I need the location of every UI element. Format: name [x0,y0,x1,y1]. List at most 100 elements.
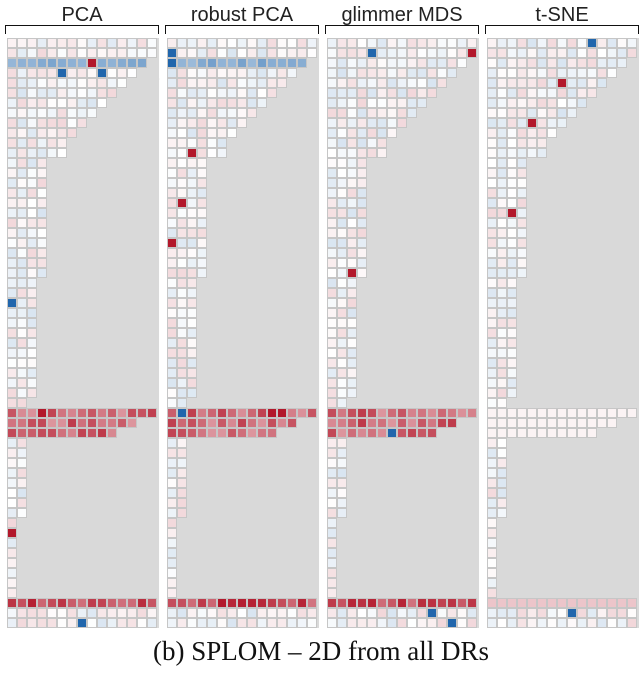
heatmap-cell [527,428,537,438]
heatmap-cell [127,58,137,68]
heatmap-cell [217,138,227,148]
heatmap-cell [7,268,17,278]
heatmap-cell [337,378,347,388]
heatmap-cell [487,138,497,148]
heatmap-cell [447,608,457,618]
heatmap-cell [367,418,377,428]
heatmap-cell [297,618,307,628]
heatmap-cell [27,298,37,308]
heatmap-cell [187,208,197,218]
heatmap-cell [37,108,47,118]
heatmap-cell [567,58,577,68]
heatmap-cell [167,508,177,518]
heatmap-cell [287,58,297,68]
heatmap-cell [337,318,347,328]
heatmap-cell [357,418,367,428]
heatmap-cell [537,38,547,48]
heatmap-cell [187,148,197,158]
heatmap-cell [547,408,557,418]
heatmap-cell [547,608,557,618]
heatmap-cell [97,58,107,68]
heatmap-cell [7,338,17,348]
heatmap-cell [387,78,397,88]
heatmap-cell [287,418,297,428]
heatmap-cell [97,78,107,88]
heatmap-cell [47,138,57,148]
heatmap-cell [487,218,497,228]
heatmap-cell [617,38,627,48]
heatmap-cell [337,498,347,508]
heatmap-cell [417,78,427,88]
heatmap-cell [117,608,127,618]
heatmap-cell [347,68,357,78]
heatmap-cell [187,198,197,208]
heatmap-cell [177,348,187,358]
heatmap-cell [187,268,197,278]
heatmap-cell [547,618,557,628]
heatmap-cell [377,118,387,128]
heatmap-cell [137,598,147,608]
heatmap-cell [527,98,537,108]
heatmap-cell [407,408,417,418]
heatmap-cell [247,98,257,108]
heatmap-cell [167,318,177,328]
heatmap-cell [337,138,347,148]
heatmap-cell [27,338,37,348]
heatmap-cell [117,618,127,628]
heatmap-cell [357,68,367,78]
heatmap-cell [67,408,77,418]
heatmap-cell [417,68,427,78]
heatmap-cell [7,198,17,208]
heatmap-cell [177,118,187,128]
heatmap-cell [67,418,77,428]
heatmap-cell [497,368,507,378]
heatmap-cell [507,378,517,388]
heatmap-cell [437,618,447,628]
heatmap-cell [77,428,87,438]
heatmap-cell [117,598,127,608]
heatmap-cell [257,68,267,78]
heatmap-cell [357,248,367,258]
heatmap-cell [507,38,517,48]
heatmap-cell [197,258,207,268]
heatmap-cell [177,138,187,148]
heatmap-cell [517,38,527,48]
heatmap-cell [527,608,537,618]
heatmap-cell [47,78,57,88]
heatmap-cell [487,478,497,488]
heatmap-cell [257,58,267,68]
heatmap-cell [507,428,517,438]
heatmap-cell [47,118,57,128]
heatmap-cell [567,598,577,608]
heatmap-cell [17,358,27,368]
heatmap-cell [337,448,347,458]
heatmap-cell [517,598,527,608]
heatmap-cell [327,98,337,108]
heatmap-cell [497,128,507,138]
heatmap-cell [17,68,27,78]
heatmap-cell [57,148,67,158]
heatmap-cell [87,618,97,628]
heatmap-cell [587,58,597,68]
heatmap-cell [217,118,227,128]
heatmap-cell [327,238,337,248]
heatmap-cell [37,238,47,248]
heatmap-cell [7,258,17,268]
heatmap-cell [487,408,497,418]
heatmap-cell [527,418,537,428]
heatmap-cell [487,228,497,238]
heatmap-cell [177,158,187,168]
heatmap-cell [367,128,377,138]
heatmap-cell [17,298,27,308]
heatmap-cell [337,98,347,108]
heatmap-cell [77,98,87,108]
heatmap-cell [287,408,297,418]
heatmap-cell [617,618,627,628]
heatmap-cell [507,168,517,178]
heatmap-cell [577,88,587,98]
heatmap-cell [487,168,497,178]
heatmap-cell [17,88,27,98]
heatmap-cell [377,128,387,138]
heatmap-cell [327,128,337,138]
heatmap-cell [177,218,187,228]
